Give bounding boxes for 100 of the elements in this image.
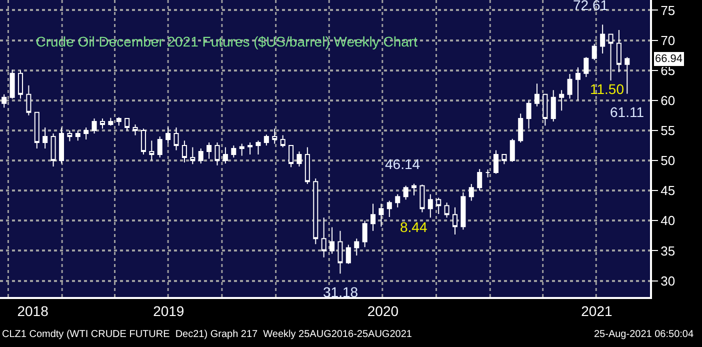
candlestick (10, 69, 15, 100)
candlestick (116, 116, 122, 126)
candlestick (256, 140, 261, 156)
candlestick (584, 56, 589, 78)
candlestick (296, 151, 302, 168)
candlestick (166, 126, 171, 144)
candlestick (510, 138, 515, 162)
candlestick (502, 154, 507, 165)
candlestick (321, 217, 326, 258)
candlestick (575, 66, 580, 101)
candlestick (559, 90, 564, 112)
candlestick (444, 202, 450, 218)
y-tick-label: 60 (660, 92, 676, 108)
candlestick (436, 197, 442, 215)
candlestick (420, 184, 425, 213)
annotation: 8.44 (400, 219, 428, 235)
x-tick-label: 2021 (581, 302, 612, 319)
text: CLZ1 Comdty (WTI CRUDE FUTURE Dec21) Graph 217 Weekly 25AUG2016-25AUG2021 (2, 329, 412, 340)
candlestick (403, 185, 408, 200)
candlestick (485, 169, 490, 178)
x-tick-label: 2018 (17, 302, 49, 319)
candlestick (567, 73, 572, 100)
candlestick (518, 113, 524, 143)
annotation: 11.50 (590, 81, 624, 97)
candlestick (26, 84, 32, 116)
candlestick (624, 56, 630, 94)
candlestick (50, 132, 56, 168)
y-tick-label: 70 (660, 32, 676, 48)
y-tick-label: 75 (660, 2, 676, 18)
candlestick (2, 94, 7, 108)
y-tick-label: 50 (660, 153, 676, 168)
candlestick (304, 146, 310, 184)
candlestick (272, 128, 278, 144)
candlestick (362, 220, 368, 248)
candlestick (280, 134, 286, 148)
candlestick (198, 148, 204, 164)
candlestick (75, 130, 80, 142)
candlestick (460, 192, 466, 230)
x-tick-label: 2020 (367, 302, 399, 319)
candlestick (149, 140, 154, 162)
candlestick (370, 203, 376, 232)
candlestick (493, 150, 498, 174)
candlestick (600, 24, 606, 54)
candlestick (452, 206, 458, 235)
candlestick (18, 70, 23, 100)
candlestick (288, 144, 294, 168)
annotation: 31.18 (323, 284, 358, 300)
y-tick-label: 55 (660, 123, 676, 138)
candlestick (264, 134, 269, 146)
candlestick (157, 136, 162, 158)
candlestick (182, 140, 187, 163)
y-tick-label: 40 (660, 213, 676, 228)
text: 25-Aug-2021 06:50:04 (594, 329, 694, 340)
candlestick (412, 183, 417, 196)
candlestick (608, 34, 614, 82)
candlestick (100, 118, 105, 130)
y-tick-label: 30 (660, 273, 676, 288)
candlestick (616, 30, 622, 73)
candlestick (346, 244, 351, 264)
candlestick (395, 194, 400, 208)
candlestick (239, 143, 244, 156)
y-tick-label: 35 (660, 243, 676, 258)
y-tick-label: 45 (660, 183, 676, 198)
candlestick (124, 118, 130, 131)
candlestick (468, 183, 474, 202)
candlestick (477, 168, 482, 192)
candlestick (428, 194, 433, 218)
candlestick (140, 128, 146, 156)
candlestick (248, 142, 253, 156)
candlestick (206, 142, 212, 160)
candlestick (84, 126, 89, 140)
candlestick (592, 43, 597, 61)
candlestick (313, 178, 318, 245)
annotation: 66.94 (655, 53, 683, 65)
candlestick (214, 142, 220, 166)
candlestick (354, 238, 360, 256)
text: Crude Oil December 2021 Futures ($US/barrel) Weekly Chart (36, 33, 418, 50)
x-tick-label: 2019 (153, 302, 184, 319)
candlestick (534, 83, 540, 107)
candlestick (542, 94, 548, 126)
candlestick (231, 144, 236, 158)
candlestick (67, 130, 72, 142)
candlestick (108, 117, 114, 126)
candlestick (386, 200, 392, 218)
candlestick (132, 124, 138, 136)
annotation: 61.11 (610, 104, 644, 120)
candlestick (378, 203, 384, 228)
candlestick (330, 226, 335, 254)
candlestick (338, 230, 343, 274)
annotation: 46.14 (385, 156, 420, 172)
candlestick (550, 90, 556, 122)
candlestick (526, 100, 532, 130)
candlestick (92, 118, 97, 134)
candlestick (34, 112, 40, 149)
candlestick (42, 126, 48, 149)
candlestick (190, 146, 196, 165)
annotation: 72.61 (573, 0, 608, 13)
candlestick (174, 126, 179, 151)
candlestick (222, 146, 228, 164)
candlestick (58, 126, 64, 164)
